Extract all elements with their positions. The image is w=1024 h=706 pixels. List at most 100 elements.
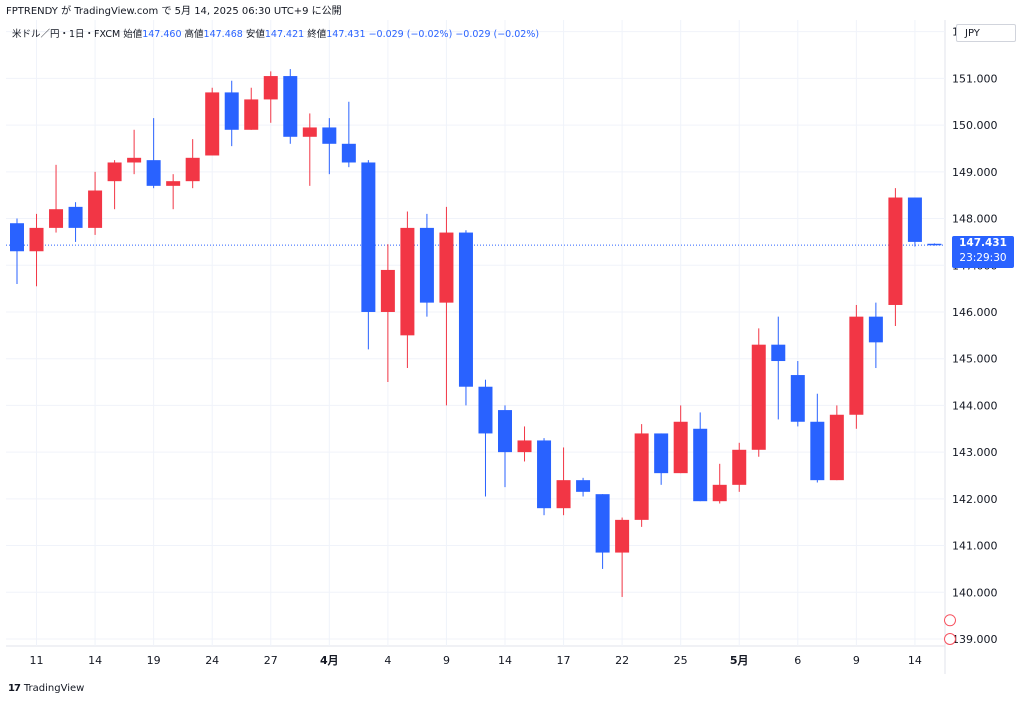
candle-body <box>146 160 161 186</box>
candle <box>478 379 493 497</box>
currency-selector[interactable]: JPY <box>956 24 1016 42</box>
time-tick-label: 22 <box>615 654 629 667</box>
candle-body <box>673 421 688 474</box>
price-tick-label: 139.000 <box>952 633 998 646</box>
candle-body <box>556 480 571 509</box>
tradingview-logo[interactable]: 17 TradingView <box>8 683 84 694</box>
candle <box>10 218 24 284</box>
time-tick-label: 4 <box>384 654 391 667</box>
candle <box>68 202 83 242</box>
high-label: 高値 <box>184 29 204 40</box>
candle-body <box>107 162 122 182</box>
candle <box>849 304 864 429</box>
candle-body <box>439 232 454 303</box>
candle-body <box>712 484 727 502</box>
candle <box>751 328 766 457</box>
candle-body <box>205 92 220 156</box>
candle-body <box>693 428 708 502</box>
change-value: −0.029 (−0.02%) <box>368 29 453 40</box>
candle <box>322 118 337 175</box>
time-tick-label: 14 <box>498 654 512 667</box>
open-label: 始値 <box>123 29 143 40</box>
close-value: 147.431 <box>326 29 366 40</box>
time-tick-label: 24 <box>205 654 219 667</box>
candle-body <box>380 269 395 312</box>
time-tick-label: 9 <box>443 654 450 667</box>
candle-layer <box>10 69 942 597</box>
close-label: 終値 <box>307 29 327 40</box>
candle <box>458 230 473 406</box>
time-tick-label: 14 <box>88 654 102 667</box>
candle <box>615 517 630 597</box>
candle <box>205 87 220 156</box>
time-tick-label: 9 <box>853 654 860 667</box>
candle <box>868 302 883 369</box>
candle-body <box>185 157 200 182</box>
time-tick-label: 25 <box>674 654 688 667</box>
candle-body <box>302 127 317 137</box>
time-tick-label: 6 <box>794 654 801 667</box>
low-value: 147.421 <box>264 29 305 40</box>
candle <box>29 213 44 287</box>
candle-body <box>10 223 24 252</box>
candle <box>771 316 786 420</box>
candle-body <box>927 243 942 246</box>
candle-body <box>615 519 630 553</box>
candle-body <box>576 480 591 492</box>
candle-body <box>888 197 903 305</box>
candle-body <box>771 344 786 362</box>
event-markers <box>944 614 956 645</box>
candle-body <box>400 227 415 336</box>
price-axis: 139.000 140.000 141.000 142.000 143.000 144.0… <box>952 26 998 646</box>
candle-body <box>751 344 766 450</box>
candle <box>829 405 844 481</box>
candle-body <box>322 127 337 144</box>
candle-body <box>849 316 864 415</box>
event-marker-icon <box>944 632 956 645</box>
price-tick-label: 143.000 <box>952 446 998 459</box>
candle-body <box>537 440 552 509</box>
candle-body <box>595 494 610 553</box>
candle <box>88 171 103 235</box>
candle <box>127 129 142 175</box>
candle <box>146 118 161 189</box>
candle-body <box>498 410 512 453</box>
candle <box>224 80 239 147</box>
candle <box>263 71 278 123</box>
candle <box>693 412 708 502</box>
candle <box>712 463 727 504</box>
publisher-line: FPTRENDY が TradingView.com で 5月 14, 2025… <box>6 6 342 17</box>
candle <box>107 160 122 210</box>
price-tick-label: 149.000 <box>952 166 998 179</box>
candle-body <box>478 386 493 434</box>
price-tick-label: 148.000 <box>952 213 998 226</box>
candle-body <box>29 227 44 252</box>
price-tick-label: 146.000 <box>952 306 998 319</box>
candle <box>380 244 395 383</box>
event-marker-icon <box>944 614 956 627</box>
candle-body <box>517 440 532 453</box>
candle-body <box>341 143 356 163</box>
candle <box>439 206 454 406</box>
candle <box>595 494 610 569</box>
candle-body <box>361 162 376 312</box>
price-tick-label: 150.000 <box>952 119 998 132</box>
candle <box>907 197 922 247</box>
candle <box>49 164 64 233</box>
price-tick-label: 151.000 <box>952 72 998 85</box>
symbol-label[interactable]: 米ドル／円・1日・FXCM <box>12 29 121 40</box>
bar-countdown: 23:29:30 <box>959 252 1007 265</box>
candle <box>361 160 376 350</box>
change-value-secondary: −0.029 (−0.02%) <box>455 29 540 40</box>
price-tick-label: 141.000 <box>952 540 998 553</box>
candle <box>927 243 942 246</box>
candle <box>517 426 532 462</box>
candle <box>283 69 298 144</box>
tradingview-logo-text: TradingView <box>23 683 85 694</box>
candle-body <box>829 414 844 481</box>
candle <box>341 101 356 168</box>
price-tick-label: 144.000 <box>952 399 998 412</box>
candle-body <box>88 190 103 228</box>
